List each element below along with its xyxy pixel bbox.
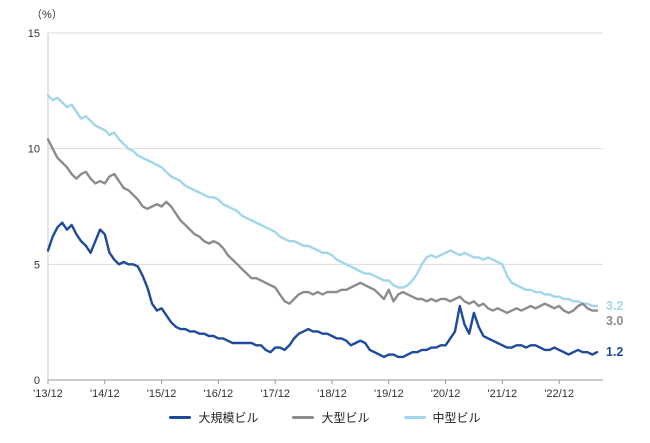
legend-swatch-large-scale-bldg bbox=[169, 416, 192, 419]
y-tick-label: 5 bbox=[34, 259, 40, 271]
x-tick-label: '20/12 bbox=[431, 388, 461, 400]
x-tick-label: '18/12 bbox=[317, 388, 347, 400]
x-tick-label: '21/12 bbox=[488, 388, 518, 400]
line-chart: 0 5 10 15 '13/12 '14/12 '15/12 '16/12 '17/12 '18/… bbox=[28, 28, 624, 400]
x-tick-label: '16/12 bbox=[204, 388, 234, 400]
legend-label-large-scale-bldg: 大規模ビル bbox=[198, 411, 259, 425]
legend-swatch-large-bldg bbox=[292, 416, 315, 419]
y-tick-label: 15 bbox=[28, 28, 40, 40]
legend-item-medium-bldg: 中型ビル bbox=[403, 409, 481, 426]
x-tick-label: '15/12 bbox=[147, 388, 177, 400]
x-tick-label: '22/12 bbox=[544, 388, 574, 400]
x-tick-label: '13/12 bbox=[33, 388, 63, 400]
y-axis-unit-label: （%） bbox=[31, 9, 63, 21]
end-value-label-0: 1.2 bbox=[606, 345, 623, 359]
legend-swatch-medium-bldg bbox=[403, 416, 426, 419]
series-line-1 bbox=[46, 138, 599, 315]
legend-label-medium-bldg: 中型ビル bbox=[432, 411, 481, 425]
series-line-0 bbox=[46, 221, 599, 359]
end-value-label-1: 3.0 bbox=[606, 314, 623, 328]
end-value-label-2: 3.2 bbox=[606, 299, 623, 313]
legend-item-large-bldg: 大型ビル bbox=[292, 409, 370, 426]
x-tick-label: '17/12 bbox=[260, 388, 290, 400]
y-tick-label: 0 bbox=[34, 375, 40, 387]
legend: 大規模ビル 大型ビル 中型ビル bbox=[0, 409, 650, 426]
legend-label-large-bldg: 大型ビル bbox=[321, 411, 370, 425]
y-tick-label: 10 bbox=[28, 144, 40, 156]
x-tick-label: '14/12 bbox=[90, 388, 120, 400]
legend-item-large-scale-bldg: 大規模ビル bbox=[169, 409, 258, 426]
x-tick-label: '19/12 bbox=[374, 388, 404, 400]
series-line-2 bbox=[46, 94, 599, 308]
